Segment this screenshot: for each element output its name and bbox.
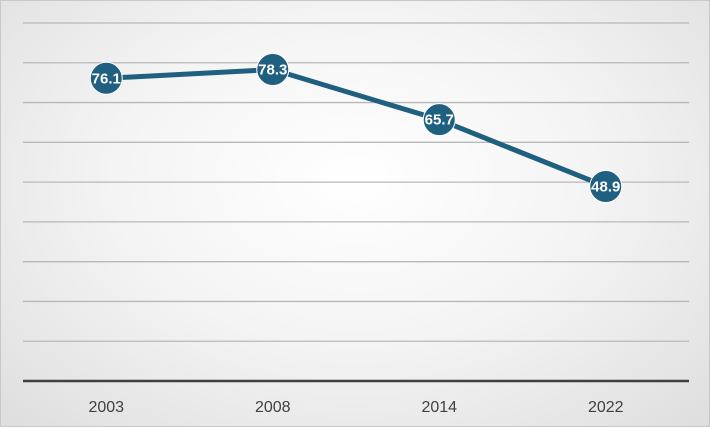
data-label: 48.9	[591, 178, 620, 195]
series-line	[106, 67, 607, 189]
data-label: 78.3	[258, 62, 287, 79]
data-point-marker	[422, 103, 456, 137]
x-tick-label: 2014	[421, 399, 457, 416]
data-label: 65.7	[425, 112, 454, 129]
data-points: 76.1 78.3 65.7 48.9	[89, 53, 623, 203]
x-tick-label: 2003	[88, 399, 124, 416]
x-tick-label: 2008	[255, 399, 291, 416]
data-point-marker	[89, 61, 123, 95]
gridlines	[23, 22, 689, 342]
data-point-marker	[589, 169, 623, 203]
data-point-marker	[256, 53, 290, 87]
data-label: 76.1	[92, 70, 121, 87]
x-tick-label: 2022	[588, 399, 624, 416]
x-tick-labels: 2003 2008 2014 2022	[88, 399, 623, 416]
